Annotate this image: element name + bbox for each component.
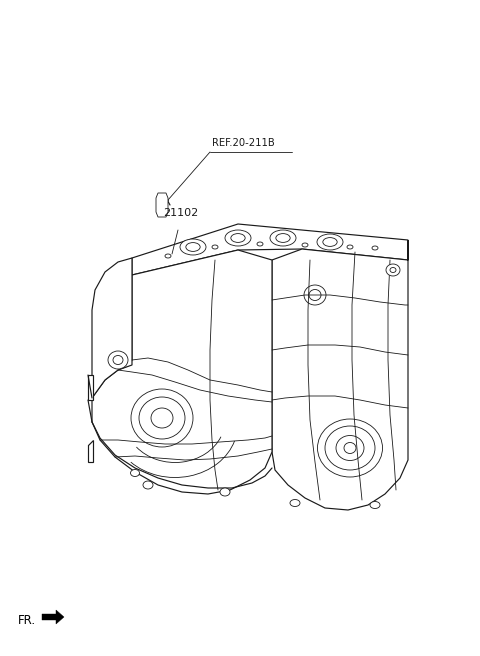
Polygon shape <box>42 610 64 624</box>
Ellipse shape <box>347 245 353 249</box>
Ellipse shape <box>290 499 300 506</box>
Ellipse shape <box>143 481 153 489</box>
Ellipse shape <box>317 419 383 477</box>
Ellipse shape <box>344 443 356 453</box>
Text: REF.20-211B: REF.20-211B <box>212 138 275 148</box>
Polygon shape <box>88 440 93 462</box>
Ellipse shape <box>317 234 343 250</box>
Ellipse shape <box>131 470 140 476</box>
Ellipse shape <box>270 230 296 246</box>
Ellipse shape <box>309 289 321 300</box>
Ellipse shape <box>390 268 396 272</box>
Ellipse shape <box>370 501 380 508</box>
Text: FR.: FR. <box>18 615 36 628</box>
Ellipse shape <box>325 426 375 470</box>
Ellipse shape <box>151 408 173 428</box>
Text: 21102: 21102 <box>163 208 198 218</box>
Ellipse shape <box>372 246 378 250</box>
Ellipse shape <box>323 237 337 247</box>
Ellipse shape <box>165 254 171 258</box>
Ellipse shape <box>302 243 308 247</box>
Ellipse shape <box>231 234 245 243</box>
Polygon shape <box>156 193 168 217</box>
Polygon shape <box>132 224 408 275</box>
Polygon shape <box>92 250 272 494</box>
Polygon shape <box>88 232 415 532</box>
Ellipse shape <box>386 264 400 276</box>
Ellipse shape <box>139 397 185 439</box>
Ellipse shape <box>336 436 364 461</box>
Polygon shape <box>272 240 408 510</box>
Ellipse shape <box>220 488 230 496</box>
Ellipse shape <box>180 239 206 255</box>
Polygon shape <box>92 258 132 398</box>
Ellipse shape <box>276 234 290 243</box>
Ellipse shape <box>212 245 218 249</box>
Ellipse shape <box>304 285 326 305</box>
Ellipse shape <box>131 389 193 447</box>
Ellipse shape <box>186 243 200 251</box>
Polygon shape <box>88 375 93 400</box>
Ellipse shape <box>113 356 123 365</box>
Ellipse shape <box>257 242 263 246</box>
Ellipse shape <box>225 230 251 246</box>
Ellipse shape <box>108 351 128 369</box>
